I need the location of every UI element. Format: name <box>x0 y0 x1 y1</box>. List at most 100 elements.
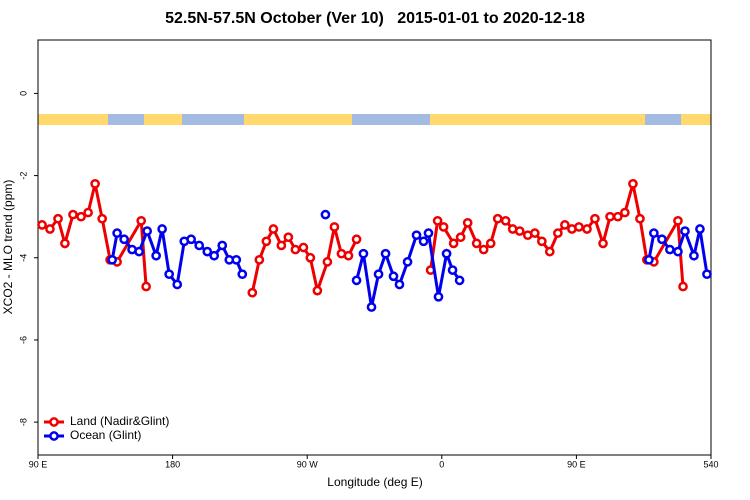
data-point <box>358 248 369 259</box>
data-point <box>164 269 175 280</box>
data-point <box>500 215 511 226</box>
data-point <box>217 240 228 251</box>
data-point <box>157 224 167 234</box>
data-point <box>560 220 570 230</box>
data-point <box>119 234 129 245</box>
data-point <box>529 228 540 238</box>
data-point <box>290 244 301 255</box>
data-point <box>462 217 473 228</box>
x-axis-label: Longitude (deg E) <box>327 475 422 489</box>
data-point <box>209 250 220 261</box>
legend-label: Land (Nadir&Glint) <box>70 414 169 428</box>
data-point <box>343 250 354 261</box>
data-point <box>574 222 584 232</box>
data-point <box>612 211 623 222</box>
data-point <box>298 242 309 253</box>
y-tick-label: 0 <box>18 91 28 96</box>
chart-title: 52.5N-57.5N October (Ver 10) 2015-01-01 … <box>165 10 585 27</box>
x-tick-label: 90 E <box>29 459 48 469</box>
data-point <box>514 226 525 236</box>
data-point <box>373 269 384 280</box>
x-tick-label: 180 <box>165 459 180 469</box>
data-point <box>455 232 466 243</box>
data-point <box>97 213 108 224</box>
data-point <box>471 238 482 249</box>
data-point <box>448 238 459 249</box>
data-point <box>635 213 645 224</box>
data-point <box>283 232 294 243</box>
data-point <box>418 236 429 247</box>
data-point <box>231 254 242 265</box>
data-point <box>261 236 272 247</box>
data-point <box>454 275 465 286</box>
data-point <box>366 302 377 312</box>
data-point <box>438 222 449 232</box>
land-ocean-strip <box>38 114 711 125</box>
data-point <box>423 228 434 238</box>
data-point <box>598 238 608 249</box>
data-point <box>142 226 153 236</box>
legend-label: Ocean (Glint) <box>70 428 141 442</box>
data-point <box>322 257 333 267</box>
data-point <box>492 213 503 224</box>
data-point <box>268 224 279 234</box>
data-point <box>537 236 547 247</box>
data-point <box>45 224 55 234</box>
data-point <box>665 244 675 255</box>
x-tick-label: 90 E <box>567 459 586 469</box>
y-tick-label: -2 <box>18 172 28 180</box>
y-axis-label: XCO2 - MLO trend (ppm) <box>1 180 15 315</box>
data-point <box>329 222 340 232</box>
data-point <box>402 257 413 267</box>
data-point <box>388 271 399 282</box>
data-point <box>276 240 287 251</box>
data-point <box>644 254 654 265</box>
y-tick-label: -6 <box>18 336 28 344</box>
data-point <box>76 211 86 222</box>
data-point <box>657 234 667 245</box>
data-point <box>441 248 452 259</box>
data-point <box>112 228 122 238</box>
data-point <box>202 246 213 257</box>
data-point <box>194 240 205 251</box>
data-point <box>590 213 600 224</box>
series-line <box>41 183 685 297</box>
data-point <box>134 246 144 257</box>
data-point <box>141 281 151 292</box>
data-point <box>680 226 690 236</box>
data-point <box>695 224 705 234</box>
data-point <box>673 246 683 257</box>
data-point <box>351 234 362 245</box>
data-point <box>186 234 196 245</box>
data-point <box>433 291 444 302</box>
data-point <box>478 244 489 255</box>
series-line <box>110 226 709 308</box>
data-point <box>151 250 161 261</box>
data-point <box>432 215 443 226</box>
data-point <box>605 211 615 222</box>
data-point <box>90 178 100 189</box>
data-point <box>53 213 63 224</box>
data-point <box>320 209 331 220</box>
data-point <box>83 207 93 218</box>
data-point <box>447 265 458 275</box>
data-point <box>68 209 78 220</box>
y-tick-label: -8 <box>18 418 28 426</box>
x-tick-label: 0 <box>439 459 444 469</box>
data-point <box>628 178 638 189</box>
data-point <box>678 281 688 292</box>
plot-frame <box>37 39 712 456</box>
legend-marker <box>49 417 59 427</box>
data-point <box>553 228 563 238</box>
data-point <box>60 238 70 249</box>
data-point <box>411 230 422 241</box>
data-point <box>673 215 683 226</box>
data-point <box>237 269 248 280</box>
x-tick-label: 540 <box>703 459 718 469</box>
data-point <box>254 254 265 265</box>
legend-marker <box>49 431 59 441</box>
data-point <box>380 248 391 259</box>
y-tick-label: -4 <box>18 254 28 262</box>
x-tick-label: 90 W <box>297 459 319 469</box>
